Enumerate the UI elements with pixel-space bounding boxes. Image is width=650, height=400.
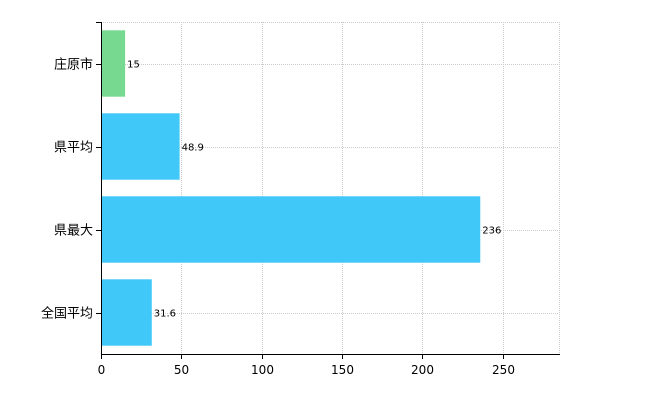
x-tick-label-5: 250 [492, 363, 515, 377]
category-label-2: 県最大 [54, 224, 93, 239]
data-label-2: 236 [482, 226, 501, 237]
bar-3 [102, 279, 152, 346]
bar-2 [102, 196, 481, 263]
label-layer: 15 48.9 236 31.6 0 50 100 150 200 250 庄原市県平均県最大全国平… [41, 57, 515, 378]
x-tick-label-1: 50 [174, 363, 189, 377]
data-label-3: 31.6 [154, 309, 176, 320]
axis-layer [96, 22, 560, 359]
bar-1 [102, 113, 180, 180]
x-tick-label-0: 0 [98, 363, 106, 377]
x-tick-label-3: 150 [331, 363, 354, 377]
data-label-0: 15 [127, 60, 140, 71]
category-label-3: 全国平均 [41, 306, 93, 322]
category-label-0: 庄原市 [54, 57, 93, 73]
bar-layer [102, 30, 481, 346]
x-tick-label-2: 100 [251, 363, 274, 377]
data-label-1: 48.9 [182, 143, 204, 154]
category-label-1: 県平均 [54, 141, 93, 156]
bar-0 [102, 30, 126, 97]
x-tick-label-4: 200 [411, 363, 434, 377]
grid-layer [101, 22, 560, 354]
